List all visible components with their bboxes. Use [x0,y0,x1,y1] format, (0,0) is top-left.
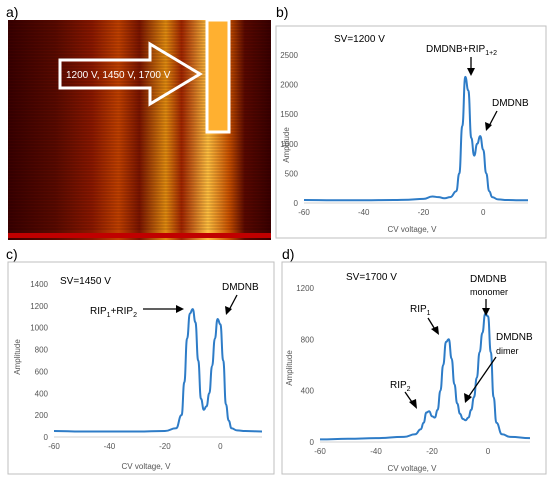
x-tick-label: 0 [486,447,491,456]
chart-b-ylabel: Amplitude [282,127,291,163]
y-tick-label: 400 [301,387,315,396]
chart-d-ylabel: Amplitude [285,350,294,386]
chart-b-x-ticks: -60 -40 -20 0 [298,208,486,217]
chart-b-anno-1: DMDNB+RIP1+2 [426,44,497,57]
y-tick-label: 600 [35,367,49,376]
y-tick-label: 400 [35,389,49,398]
x-tick-label: -40 [358,208,370,217]
chart-c-series-line [53,308,263,433]
x-tick-label: -20 [418,208,430,217]
y-tick-label: 1500 [280,110,298,119]
x-tick-label: -60 [298,208,310,217]
chart-d-anno-rip1-arrowhead [431,326,439,335]
panel-label-a: a) [6,4,19,20]
x-tick-label: -60 [314,447,326,456]
panel-label-c: c) [6,246,18,262]
y-tick-label: 1000 [280,140,298,149]
chart-b-title: SV=1200 V [334,34,385,45]
chart-c-y-ticks: 0 200 400 600 800 1000 1200 1400 [30,280,48,442]
chart-d-title: SV=1700 V [346,272,397,283]
chart-c-xlabel: CV voltage, V [122,462,172,471]
chart-c-anno-1-arrowhead [176,305,184,313]
y-tick-label: 500 [285,169,299,178]
chart-b-frame [275,25,547,239]
chart-d: SV=1700 V 0 400 800 1200 -60 -40 -20 0 Amplitu… [281,261,547,475]
x-tick-label: -40 [370,447,382,456]
y-tick-label: 2500 [280,51,298,60]
chart-b-xlabel: CV voltage, V [388,225,438,234]
chart-b-anno-2-arrowhead [485,122,492,131]
x-tick-label: -20 [426,447,438,456]
y-tick-label: 1400 [30,280,48,289]
chart-d-anno-monomer-1: DMDNB [470,274,507,285]
chart-d-anno-monomer-arrowhead [482,308,490,316]
chart-c-anno-1: RIP1+RIP2 [90,306,137,319]
heatmap-highlight-box [205,18,231,134]
y-tick-label: 0 [310,438,315,447]
chart-b-anno-2: DMDNB [492,98,529,109]
chart-c-title: SV=1450 V [60,276,111,287]
heatmap-scanlines [8,21,271,230]
chart-d-y-ticks: 0 400 800 1200 [296,284,314,447]
y-tick-label: 1200 [30,302,48,311]
x-tick-label: -60 [48,442,60,451]
chart-c-anno-2-arrowhead [225,306,232,315]
y-tick-label: 200 [35,411,49,420]
chart-d-xlabel: CV voltage, V [388,464,438,473]
arrow-text: 1200 V, 1450 V, 1700 V [66,70,171,81]
chart-d-series-line [319,312,531,441]
panel-label-b: b) [276,4,289,20]
chart-d-anno-rip1: RIP1 [410,304,431,317]
y-tick-label: 0 [294,199,299,208]
heatmap-bottom-band [8,233,271,238]
chart-b-anno-1-arrowhead [467,68,475,76]
chart-c-x-ticks: -60 -40 -20 0 [48,442,223,451]
chart-d-anno-dimer-arrowhead [464,393,472,403]
y-tick-label: 2000 [280,81,298,90]
chart-c-frame [7,261,275,475]
y-tick-label: 1000 [30,324,48,333]
voltage-arrow [58,41,203,107]
chart-c-anno-2: DMDNB [222,282,259,293]
chart-b: SV=1200 V 0 500 1000 1500 2000 2500 -60 -40 -20… [275,25,547,239]
x-tick-label: -20 [159,442,171,451]
chart-d-anno-rip2: RIP2 [390,380,411,393]
chart-b-y-ticks: 0 500 1000 1500 2000 2500 [280,51,298,208]
y-tick-label: 800 [35,346,49,355]
chart-d-x-ticks: -60 -40 -20 0 [314,447,491,456]
chart-d-anno-dimer-arrow [466,356,497,400]
x-tick-label: 0 [218,442,223,451]
panel-label-d: d) [282,246,295,262]
chart-b-series-line [303,75,528,202]
chart-d-anno-dimer-2: dimer [496,346,519,356]
chart-c-ylabel: Amplitude [13,339,22,375]
x-tick-label: -40 [104,442,116,451]
y-tick-label: 0 [44,433,49,442]
heatmap-panel: 1200 V, 1450 V, 1700 V [8,18,271,240]
chart-d-anno-monomer-2: monomer [470,287,508,297]
x-tick-label: 0 [481,208,486,217]
chart-d-anno-dimer-1: DMDNB [496,332,533,343]
chart-d-anno-rip2-arrowhead [409,399,417,409]
y-tick-label: 1200 [296,284,314,293]
y-tick-label: 800 [301,335,315,344]
